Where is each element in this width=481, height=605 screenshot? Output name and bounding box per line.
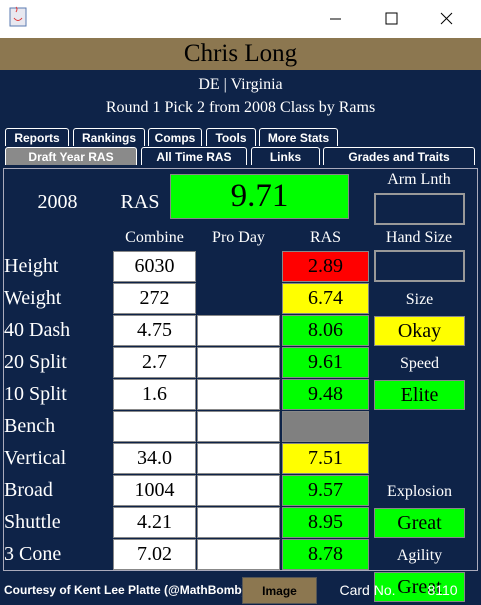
combine-value: 272 xyxy=(113,283,196,314)
combine-value: 1004 xyxy=(113,475,196,506)
maximize-button[interactable] xyxy=(385,12,398,25)
tab[interactable]: Draft Year RAS xyxy=(5,147,137,165)
grade-label: Agility xyxy=(396,547,443,564)
card-label: Card No. xyxy=(339,582,396,598)
hand-size-box xyxy=(374,250,465,282)
ras-total: 9.71 xyxy=(170,174,349,219)
ras-value: 9.48 xyxy=(282,379,369,410)
measure-label: Vertical xyxy=(4,447,67,469)
panel xyxy=(3,168,478,571)
hand-size-label: Hand Size xyxy=(385,229,453,246)
grade-value: Okay xyxy=(374,316,465,346)
pro-day-value xyxy=(197,507,280,538)
pro-day-value xyxy=(197,539,280,570)
year: 2008 xyxy=(37,190,78,213)
grade-value: Elite xyxy=(374,380,465,410)
column-header: Combine xyxy=(125,229,184,246)
measure-label: Shuttle xyxy=(4,511,61,533)
column-header: Pro Day xyxy=(212,229,265,246)
tab[interactable]: All Time RAS xyxy=(141,147,247,165)
credit: Courtesy of Kent Lee Platte (@MathBomb) xyxy=(4,583,246,597)
title-bar xyxy=(0,0,481,38)
tab[interactable]: Comps xyxy=(148,128,202,146)
combine-value: 7.02 xyxy=(113,539,196,570)
ras-value: 6.74 xyxy=(282,283,369,314)
close-button[interactable] xyxy=(440,12,453,25)
combine-value: 4.21 xyxy=(113,507,196,538)
tab[interactable]: Grades and Traits xyxy=(323,147,475,165)
ras-value: 2.89 xyxy=(282,251,369,282)
arm-length-box xyxy=(374,193,465,225)
image-button[interactable]: Image xyxy=(242,577,317,604)
grade-value: Great xyxy=(374,508,465,538)
combine-value xyxy=(113,411,196,442)
tab[interactable]: Tools xyxy=(206,128,256,146)
player-name: Chris Long xyxy=(0,38,481,70)
ras-value: 9.57 xyxy=(282,475,369,506)
window-controls xyxy=(9,6,453,27)
combine-value: 4.75 xyxy=(113,315,196,346)
ras-value: 9.61 xyxy=(282,347,369,378)
combine-value: 2.7 xyxy=(113,347,196,378)
ras-value: 8.78 xyxy=(282,539,369,570)
draft-info: Round 1 Pick 2 from 2008 Class by Rams xyxy=(105,99,376,116)
card-number: 8110 xyxy=(427,582,458,598)
tab[interactable]: Reports xyxy=(5,128,69,146)
ras-label: RAS xyxy=(120,190,160,213)
pro-day-value xyxy=(197,379,280,410)
grade-value: Great xyxy=(374,572,465,602)
measure-label: 3 Cone xyxy=(4,543,62,565)
pro-day-value xyxy=(197,475,280,506)
arm-length-label: Arm Lnth xyxy=(387,171,451,188)
tab[interactable]: More Stats xyxy=(259,128,338,146)
measure-label: Height xyxy=(4,255,59,277)
grade-label: Speed xyxy=(399,355,440,372)
combine-value: 34.0 xyxy=(113,443,196,474)
measure-label: Broad xyxy=(4,479,53,501)
app-icon-art xyxy=(13,6,23,21)
measure-label: Bench xyxy=(4,415,56,437)
ras-value: 8.06 xyxy=(282,315,369,346)
tab[interactable]: Links xyxy=(251,147,320,165)
grade-label: Explosion xyxy=(387,483,452,500)
column-header: RAS xyxy=(309,229,342,246)
measure-label: 10 Split xyxy=(4,383,67,405)
tab[interactable]: Rankings xyxy=(73,128,145,146)
measure-label: 20 Split xyxy=(4,351,67,373)
position-school: DE | Virginia xyxy=(198,76,283,93)
app-icon xyxy=(9,7,27,27)
measure-label: Weight xyxy=(4,287,62,309)
measure-label: 40 Dash xyxy=(4,319,71,341)
combine-value: 1.6 xyxy=(113,379,196,410)
ras-value: 7.51 xyxy=(282,443,369,474)
grade-label: Size xyxy=(405,291,434,308)
pro-day-value xyxy=(197,411,280,442)
pro-day-value xyxy=(197,315,280,346)
pro-day-value xyxy=(197,443,280,474)
combine-value: 6030 xyxy=(113,251,196,282)
pro-day-value xyxy=(197,347,280,378)
ras-value xyxy=(282,411,369,442)
ras-value: 8.95 xyxy=(282,507,369,538)
